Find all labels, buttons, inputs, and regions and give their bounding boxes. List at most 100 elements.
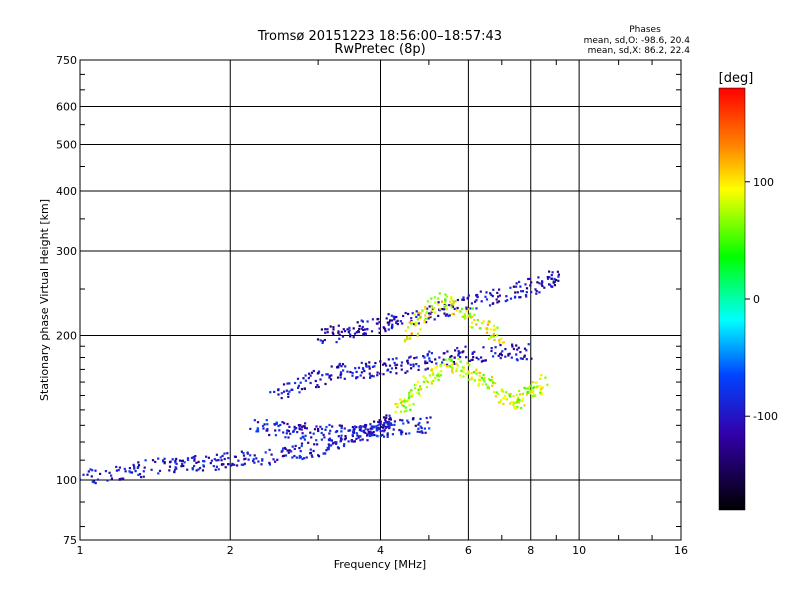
data-point [491,375,494,378]
data-point [326,328,329,331]
data-point [468,378,471,381]
data-point [108,471,111,474]
data-point [414,387,417,390]
data-point [453,307,456,310]
data-point [515,407,518,410]
data-point [386,425,389,428]
data-point [525,287,529,290]
data-point [529,277,532,280]
data-point [383,327,386,330]
data-point [462,370,465,373]
data-point [546,277,550,280]
data-point [390,319,393,322]
data-point [305,427,308,430]
data-point [339,373,342,376]
data-point [512,403,515,407]
data-point [252,460,255,463]
data-point [446,313,449,316]
data-point [202,464,205,467]
data-point [474,300,477,303]
data-point [424,360,427,363]
data-point [349,370,352,374]
data-point [282,447,285,450]
data-point [351,434,354,438]
data-point [478,372,482,375]
data-point [163,462,166,465]
data-point [402,314,405,318]
data-point [409,336,412,339]
data-point [452,303,455,306]
data-point [443,305,446,309]
data-point [496,301,499,304]
data-point [327,443,330,446]
data-point [489,292,492,295]
data-point [347,440,350,443]
data-point [133,465,136,468]
data-point [357,436,360,439]
data-point [462,298,465,301]
data-point [519,357,522,360]
data-point [168,465,172,468]
data-point [452,361,455,364]
data-point [284,436,287,439]
data-point [303,438,306,441]
data-point [427,312,431,315]
colorbar-ticks: 100 0 -100 [745,176,778,423]
data-point [291,388,294,391]
data-point [388,421,391,424]
data-point [471,326,474,329]
data-point [507,353,510,356]
data-point [360,327,363,330]
data-point [411,418,415,421]
data-point [412,403,415,406]
data-point [324,331,327,334]
data-point [223,452,226,455]
data-point [365,424,368,427]
data-point [451,368,454,371]
data-point [380,425,383,428]
data-point [417,368,420,371]
data-point [385,317,388,320]
data-point [369,427,372,430]
data-point [430,367,434,371]
data-point [486,323,489,326]
data-point [502,341,505,344]
data-point [389,418,392,421]
data-point [424,307,427,310]
data-point [304,374,307,377]
data-point [273,390,276,393]
data-point [194,455,197,458]
data-point [319,339,322,342]
data-point [395,367,398,370]
data-point [321,374,324,377]
data-point [381,363,385,366]
data-point [332,328,335,331]
data-point [277,424,280,428]
data-point [364,428,367,431]
data-point [390,314,393,317]
data-point [343,377,346,380]
data-point [407,326,410,329]
y-tick-label: 750 [56,54,77,67]
data-point [143,466,146,469]
data-point [173,468,177,471]
data-point [220,463,223,466]
data-point [464,345,467,348]
data-point [329,378,333,381]
data-point [428,314,431,318]
data-point [247,458,250,461]
data-point [217,468,220,471]
data-point [485,291,488,294]
data-point [376,318,379,321]
data-point [420,426,423,430]
data-point [312,449,315,453]
data-point [304,426,307,430]
data-point [535,290,538,293]
data-point [426,421,429,424]
data-point [382,373,385,376]
data-point [353,440,356,443]
data-point [338,337,341,340]
data-point [404,406,407,409]
data-point [373,433,376,437]
data-point [249,427,252,430]
